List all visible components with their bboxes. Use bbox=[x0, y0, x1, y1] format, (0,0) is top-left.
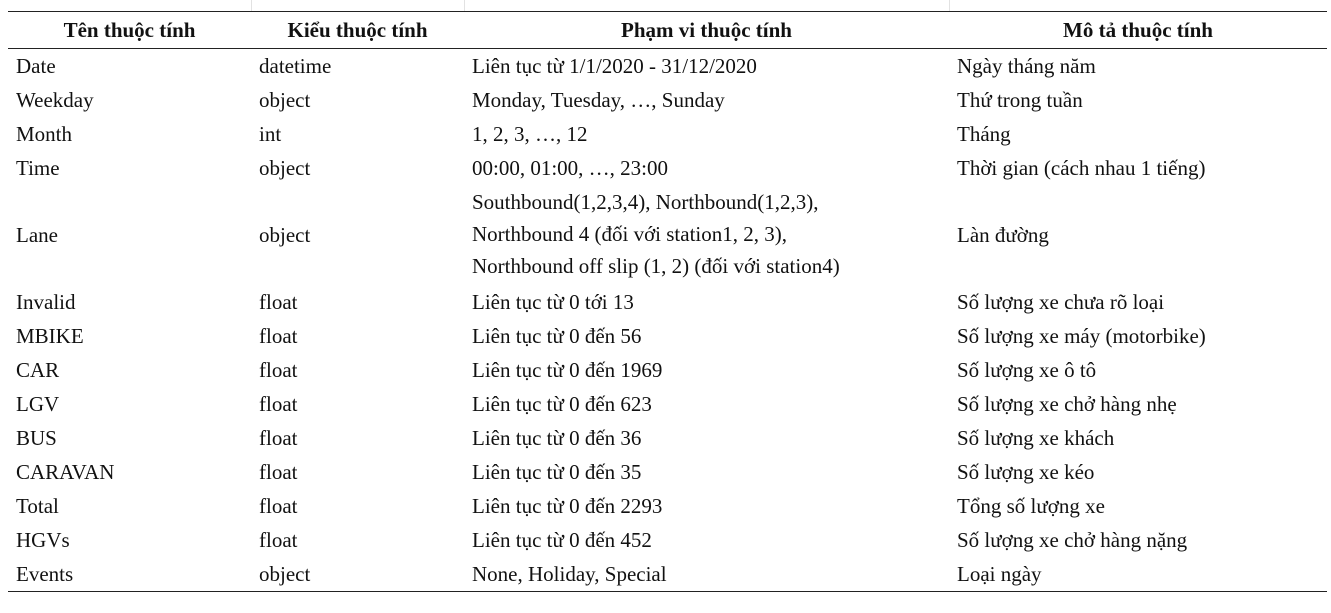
column-gridline bbox=[464, 0, 465, 11]
table-row: Invalid float Liên tục từ 0 tới 13 Số lượng… bbox=[8, 285, 1327, 319]
cell-attribute-name[interactable]: Time bbox=[16, 156, 60, 180]
cell-attribute-description[interactable]: Ngày tháng năm bbox=[957, 54, 1096, 78]
table-row: Date datetime Liên tục từ 1/1/2020 - 31/12… bbox=[8, 49, 1327, 84]
cell-attribute-name[interactable]: BUS bbox=[16, 426, 57, 450]
cell-attribute-description[interactable]: Làn đường bbox=[957, 223, 1049, 247]
cell-attribute-name[interactable]: Month bbox=[16, 122, 73, 146]
range-line: Liên tục từ 0 đến 56 bbox=[472, 324, 642, 348]
table-row: Time object 00:00, 01:00, …, 23:00 Thời gia… bbox=[8, 151, 1327, 185]
cell-attribute-range[interactable]: Liên tục từ 0 đến 56 bbox=[464, 319, 949, 353]
table-row: CAR float Liên tục từ 0 đến 1969 Số lượng x… bbox=[8, 353, 1327, 387]
range-line: Liên tục từ 0 đến 36 bbox=[472, 426, 642, 450]
cell-attribute-type[interactable]: float bbox=[259, 426, 298, 450]
table-row: Month int 1, 2, 3, …, 12 Tháng bbox=[8, 117, 1327, 151]
cell-attribute-range[interactable]: Liên tục từ 1/1/2020 - 31/12/2020 bbox=[464, 49, 949, 84]
cell-attribute-range[interactable]: Liên tục từ 0 đến 35 bbox=[464, 455, 949, 489]
cell-attribute-type[interactable]: object bbox=[259, 88, 311, 112]
table-row: LGV float Liên tục từ 0 đến 623 Số lượng xe… bbox=[8, 387, 1327, 421]
range-line: 00:00, 01:00, …, 23:00 bbox=[472, 156, 669, 180]
table-row: CARAVAN float Liên tục từ 0 đến 35 Số lượng… bbox=[8, 455, 1327, 489]
table-row: Weekday object Monday, Tuesday, …, Sunday T… bbox=[8, 83, 1327, 117]
table-row: Total float Liên tục từ 0 đến 2293 Tổng số … bbox=[8, 489, 1327, 523]
cell-attribute-description[interactable]: Tháng bbox=[957, 122, 1011, 146]
header-attribute-description[interactable]: Mô tả thuộc tính bbox=[949, 11, 1327, 49]
range-line: Liên tục từ 0 đến 35 bbox=[472, 460, 642, 484]
table-row: Events object None, Holiday, Special Loại n… bbox=[8, 557, 1327, 592]
cell-attribute-range[interactable]: Liên tục từ 0 tới 13 bbox=[464, 285, 949, 319]
cell-attribute-name[interactable]: Date bbox=[16, 54, 56, 78]
table-row: MBIKE float Liên tục từ 0 đến 56 Số lượng x… bbox=[8, 319, 1327, 353]
header-attribute-name[interactable]: Tên thuộc tính bbox=[8, 11, 251, 49]
cell-attribute-name[interactable]: HGVs bbox=[16, 528, 70, 552]
table-row: BUS float Liên tục từ 0 đến 36 Số lượng xe … bbox=[8, 421, 1327, 455]
cell-attribute-name[interactable]: Events bbox=[8, 557, 251, 592]
cell-attribute-type[interactable]: float bbox=[259, 494, 298, 518]
range-line: Liên tục từ 0 đến 623 bbox=[472, 392, 652, 416]
range-line: Liên tục từ 0 đến 2293 bbox=[472, 494, 663, 518]
cell-attribute-name[interactable]: CARAVAN bbox=[16, 460, 115, 484]
range-line: Southbound(1,2,3,4), Northbound(1,2,3), bbox=[472, 190, 819, 214]
cell-attribute-range[interactable]: Monday, Tuesday, …, Sunday bbox=[464, 83, 949, 117]
cell-attribute-range[interactable]: Liên tục từ 0 đến 623 bbox=[464, 387, 949, 421]
cell-attribute-description[interactable]: Số lượng xe máy (motorbike) bbox=[957, 324, 1206, 348]
cell-attribute-name[interactable]: Weekday bbox=[16, 88, 94, 112]
cell-attribute-type[interactable]: float bbox=[259, 392, 298, 416]
cell-attribute-description[interactable]: Số lượng xe khách bbox=[957, 426, 1115, 450]
range-line: Liên tục từ 1/1/2020 - 31/12/2020 bbox=[472, 54, 757, 78]
cell-attribute-range[interactable]: Liên tục từ 0 đến 36 bbox=[464, 421, 949, 455]
cell-attribute-description[interactable]: Số lượng xe chưa rõ loại bbox=[957, 290, 1165, 314]
cell-attribute-type[interactable]: object bbox=[259, 223, 311, 247]
cell-attribute-type[interactable]: object bbox=[259, 156, 311, 180]
table-row: Lane object Southbound(1,2,3,4), Northboun… bbox=[8, 185, 1327, 285]
cell-attribute-name[interactable]: CAR bbox=[16, 358, 60, 382]
cell-attribute-name[interactable]: LGV bbox=[16, 392, 60, 416]
range-line: Liên tục từ 0 đến 452 bbox=[472, 528, 652, 552]
cell-attribute-type[interactable]: float bbox=[259, 358, 298, 382]
table-row: HGVs float Liên tục từ 0 đến 452 Số lượng x… bbox=[8, 523, 1327, 557]
cell-attribute-type[interactable]: datetime bbox=[259, 54, 332, 78]
cell-attribute-type[interactable]: float bbox=[259, 290, 298, 314]
cell-attribute-description[interactable]: Số lượng xe ô tô bbox=[957, 358, 1097, 382]
cell-attribute-range[interactable]: 1, 2, 3, …, 12 bbox=[464, 117, 949, 151]
cell-attribute-name[interactable]: Invalid bbox=[16, 290, 76, 314]
range-line: None, Holiday, Special bbox=[472, 562, 667, 586]
cell-attribute-name[interactable]: Lane bbox=[16, 223, 58, 247]
cell-attribute-range[interactable]: None, Holiday, Special bbox=[464, 557, 949, 592]
cell-attribute-description[interactable]: Số lượng xe kéo bbox=[957, 460, 1095, 484]
cell-attribute-description[interactable]: Thứ trong tuần bbox=[957, 88, 1083, 112]
range-line: 1, 2, 3, …, 12 bbox=[472, 122, 588, 146]
range-line: Northbound off slip (1, 2) (đối với stat… bbox=[472, 254, 840, 278]
header-attribute-type[interactable]: Kiểu thuộc tính bbox=[251, 11, 464, 49]
cell-attribute-description[interactable]: Tổng số lượng xe bbox=[957, 494, 1105, 518]
range-line: Northbound 4 (đối với station1, 2, 3), bbox=[472, 222, 787, 246]
cell-attribute-range[interactable]: 00:00, 01:00, …, 23:00 bbox=[464, 151, 949, 185]
cell-attribute-description[interactable]: Số lượng xe chở hàng nặng bbox=[957, 528, 1188, 552]
range-line: Liên tục từ 0 đến 1969 bbox=[472, 358, 663, 382]
cell-attribute-range[interactable]: Southbound(1,2,3,4), Northbound(1,2,3), N… bbox=[464, 185, 949, 285]
cell-attribute-name[interactable]: MBIKE bbox=[16, 324, 84, 348]
column-gridline bbox=[251, 0, 252, 11]
cell-attribute-description[interactable]: Thời gian (cách nhau 1 tiếng) bbox=[957, 156, 1206, 180]
cell-attribute-type[interactable]: object bbox=[251, 557, 464, 592]
cell-attribute-name[interactable]: Total bbox=[16, 494, 59, 518]
column-gridline bbox=[949, 0, 950, 11]
cell-attribute-type[interactable]: int bbox=[259, 122, 282, 146]
cell-attribute-type[interactable]: float bbox=[259, 528, 298, 552]
table-header-row: Tên thuộc tính Kiểu thuộc tính Phạm vi t… bbox=[8, 11, 1327, 49]
range-line: Liên tục từ 0 tới 13 bbox=[472, 290, 634, 314]
cell-attribute-type[interactable]: float bbox=[259, 324, 298, 348]
attribute-table: Tên thuộc tính Kiểu thuộc tính Phạm vi t… bbox=[8, 11, 1327, 592]
table-body: Date datetime Liên tục từ 1/1/2020 - 31/12… bbox=[8, 49, 1327, 592]
header-attribute-range[interactable]: Phạm vi thuộc tính bbox=[464, 11, 949, 49]
cell-attribute-description[interactable]: Loại ngày bbox=[949, 557, 1327, 592]
range-line: Monday, Tuesday, …, Sunday bbox=[472, 88, 725, 112]
cell-attribute-description[interactable]: Số lượng xe chở hàng nhẹ bbox=[957, 392, 1177, 416]
cell-attribute-range[interactable]: Liên tục từ 0 đến 452 bbox=[464, 523, 949, 557]
cell-attribute-range[interactable]: Liên tục từ 0 đến 1969 bbox=[464, 353, 949, 387]
cell-attribute-range[interactable]: Liên tục từ 0 đến 2293 bbox=[464, 489, 949, 523]
cell-attribute-type[interactable]: float bbox=[259, 460, 298, 484]
